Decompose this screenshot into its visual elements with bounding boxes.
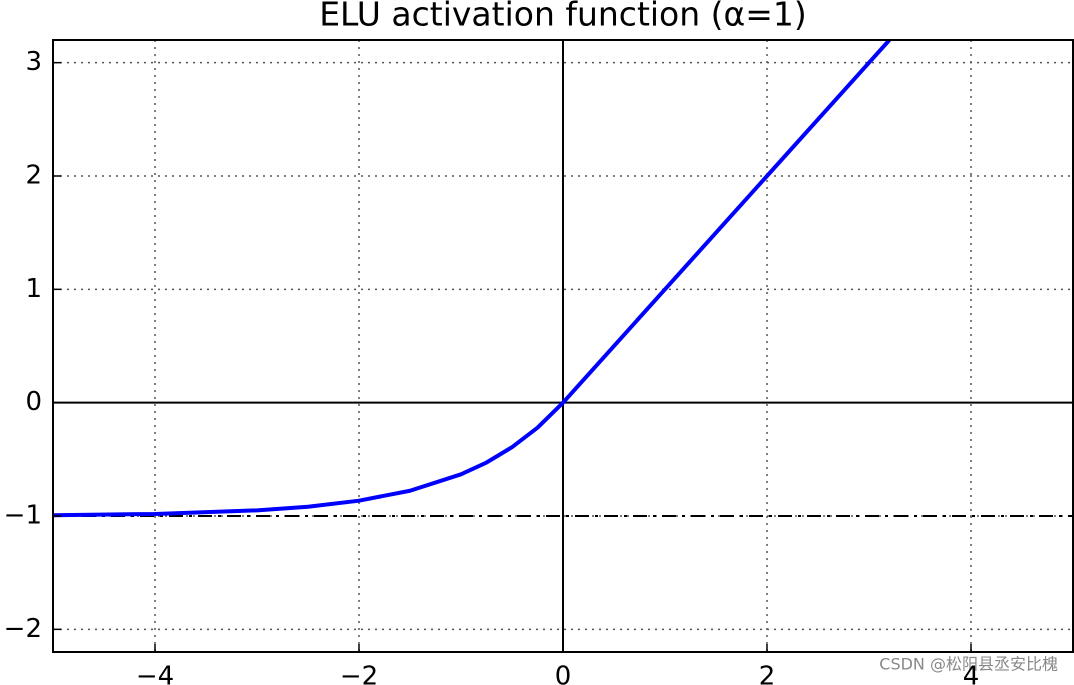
x-tick-label: 2: [759, 662, 776, 685]
x-tick-label: 4: [963, 662, 980, 685]
plot-area: [53, 40, 1073, 652]
data-line: [53, 40, 891, 518]
y-tick-label: −2: [4, 614, 42, 644]
y-tick-label: 0: [25, 387, 42, 417]
x-tick-label: −4: [136, 662, 174, 685]
y-tick-label: 1: [25, 274, 42, 304]
x-tick-label: 0: [555, 662, 572, 685]
y-tick-label: 2: [25, 161, 42, 191]
chart-title: ELU activation function (α=1): [319, 0, 807, 34]
watermark: CSDN @松阳县丞安比槐: [879, 655, 1058, 674]
x-tick-label: −2: [340, 662, 378, 685]
y-tick-label: 3: [25, 47, 42, 77]
y-tick-label: −1: [4, 501, 42, 531]
